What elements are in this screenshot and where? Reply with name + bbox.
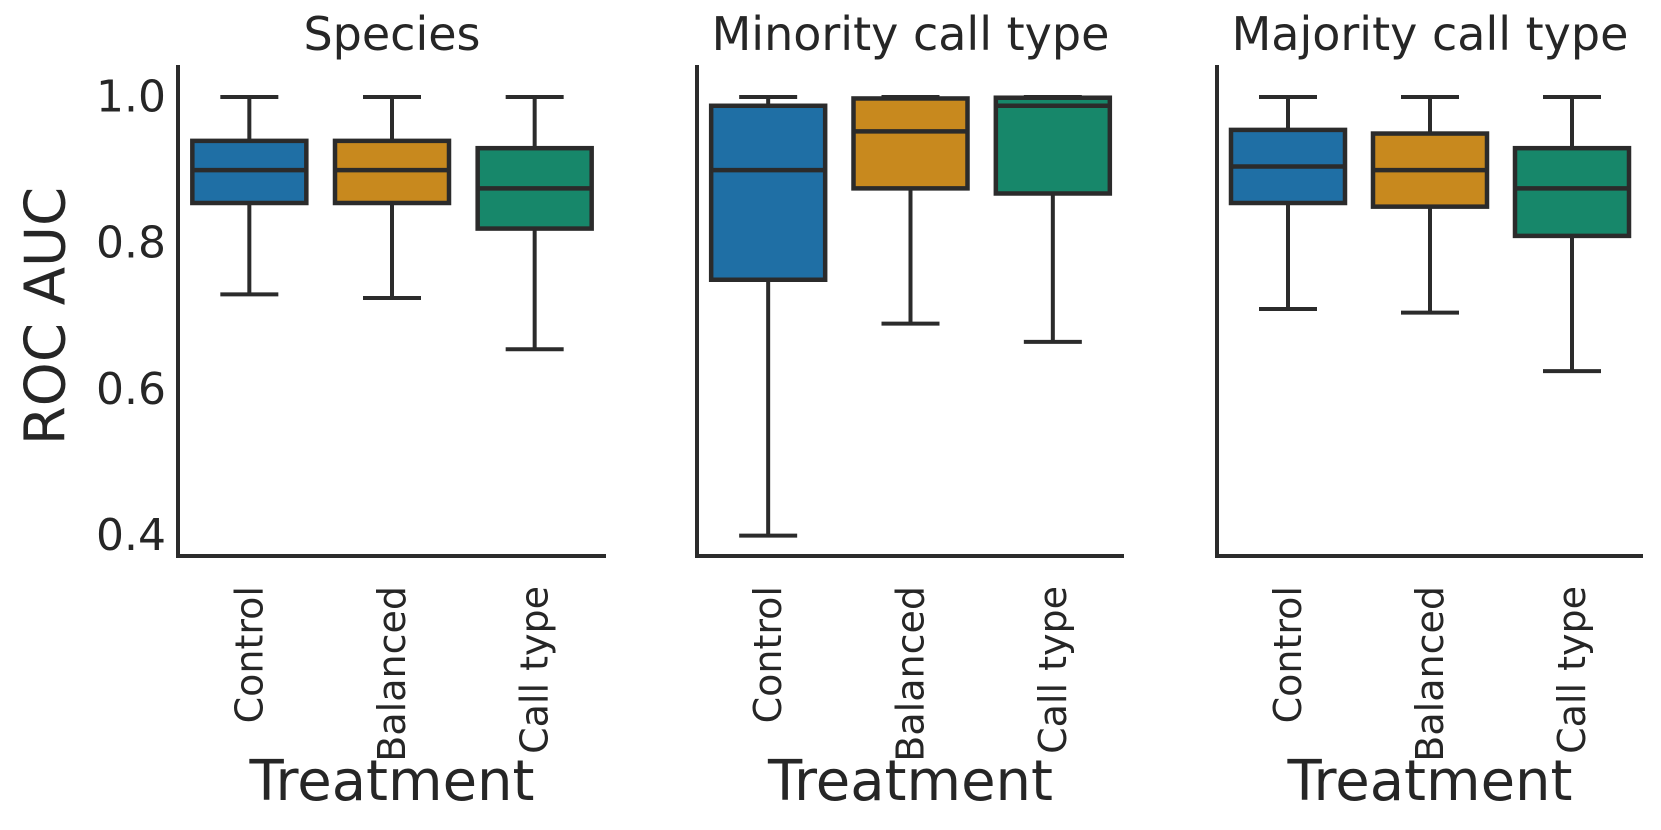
y-axis-label: ROC AUC xyxy=(14,187,79,445)
x-tick-label: Call type xyxy=(1031,586,1075,754)
x-tick-label: Control xyxy=(227,586,271,723)
x-tick-label: Balanced xyxy=(1408,586,1452,762)
y-tick-label: 1.0 xyxy=(96,72,166,123)
y-tick-label: 0.6 xyxy=(96,364,166,415)
y-tick-label: 0.4 xyxy=(96,510,166,561)
x-tick-label: Call type xyxy=(1550,586,1594,754)
iqr-box xyxy=(851,96,970,191)
x-tick-label: Balanced xyxy=(889,586,933,762)
x-tick-label: Call type xyxy=(513,586,557,754)
y-tick-label: 0.8 xyxy=(96,218,166,269)
x-axis-label: Treatment xyxy=(249,749,535,814)
x-tick-label: Control xyxy=(1266,586,1310,723)
x-tick-label: Balanced xyxy=(370,586,414,762)
x-axis-label: Treatment xyxy=(767,749,1053,814)
x-axis-label: Treatment xyxy=(1287,749,1573,814)
x-tick-label: Control xyxy=(746,586,790,723)
iqr-box xyxy=(708,103,828,282)
iqr-box xyxy=(993,95,1113,196)
iqr-box xyxy=(1512,145,1632,239)
panel-title: Majority call type xyxy=(1232,7,1629,61)
panel-title: Species xyxy=(303,7,480,61)
panel-title: Minority call type xyxy=(712,7,1110,61)
